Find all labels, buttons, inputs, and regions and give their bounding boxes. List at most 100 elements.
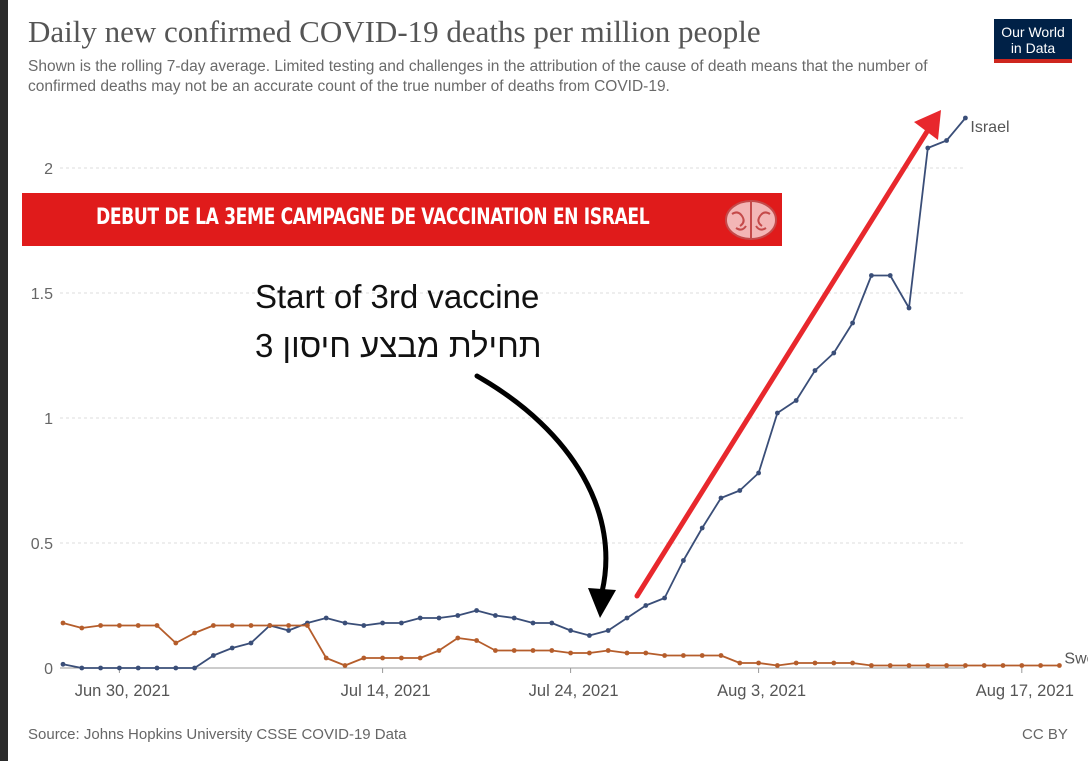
annotation-hebrew: תחילת מבצע חיסון 3 — [255, 327, 542, 364]
data-point-sweden — [1038, 663, 1043, 668]
data-point-sweden — [474, 638, 479, 643]
data-point-sweden — [399, 655, 404, 661]
data-point-sweden — [662, 653, 667, 658]
data-point-sweden — [963, 663, 968, 668]
data-point-sweden — [248, 623, 254, 628]
data-point-israel — [248, 640, 254, 646]
data-point-sweden — [493, 648, 498, 653]
series-label-israel: Israel — [970, 119, 1009, 136]
data-point-sweden — [944, 663, 949, 668]
data-point-sweden — [737, 660, 743, 666]
data-point-sweden — [135, 623, 141, 628]
data-point-sweden — [605, 648, 611, 653]
data-point-israel — [511, 615, 517, 621]
data-point-israel — [79, 665, 85, 671]
x-tick-label: Jul 24, 2021 — [529, 682, 619, 700]
x-tick-label: Aug 3, 2021 — [717, 682, 806, 700]
chart-title: Daily new confirmed COVID-19 deaths per … — [28, 14, 761, 49]
data-point-israel — [643, 603, 649, 608]
series-label-sweden: Sweden — [1064, 651, 1088, 668]
data-point-sweden — [981, 663, 987, 668]
chart-subtitle: Shown is the rolling 7-day average. Limi… — [28, 58, 928, 95]
annotation-arrowhead — [588, 588, 616, 618]
data-point-israel — [361, 623, 367, 628]
data-point-sweden — [775, 663, 780, 668]
data-point-sweden — [60, 620, 66, 626]
data-point-sweden — [173, 640, 179, 646]
data-point-israel — [887, 273, 893, 278]
data-point-israel — [342, 620, 348, 626]
data-point-israel — [60, 661, 66, 667]
data-point-israel — [173, 665, 179, 671]
data-point-sweden — [718, 653, 724, 658]
data-point-israel — [474, 608, 479, 613]
x-tick-label: Aug 17, 2021 — [976, 682, 1074, 700]
data-point-israel — [98, 665, 103, 671]
data-point-israel — [812, 368, 818, 373]
data-point-sweden — [587, 650, 592, 656]
data-point-israel — [681, 558, 686, 563]
data-point-israel — [963, 115, 968, 121]
data-point-israel — [192, 665, 198, 671]
data-point-sweden — [850, 660, 855, 666]
data-point-sweden — [361, 655, 367, 661]
data-point-sweden — [436, 648, 442, 653]
data-point-israel — [380, 620, 385, 626]
data-point-sweden — [530, 648, 536, 653]
data-point-israel — [135, 665, 141, 671]
brain-icon — [725, 200, 777, 240]
data-point-israel — [587, 633, 592, 638]
y-tick-label: 1 — [44, 411, 53, 428]
data-point-sweden — [1057, 663, 1062, 668]
license-link[interactable]: CC BY — [1022, 726, 1068, 743]
x-tick-label: Jul 14, 2021 — [341, 682, 431, 700]
data-point-israel — [906, 305, 912, 311]
x-tick-label: Jun 30, 2021 — [75, 682, 170, 700]
data-point-israel — [737, 488, 743, 493]
y-tick-label: 0.5 — [31, 536, 53, 553]
data-point-sweden — [568, 650, 573, 656]
data-point-sweden — [831, 660, 837, 666]
series-line-sweden — [62, 622, 1060, 667]
annotation-arrow — [474, 373, 609, 595]
data-point-sweden — [549, 648, 555, 653]
logo-line-1: Our World — [1001, 24, 1065, 40]
data-point-sweden — [699, 653, 705, 658]
data-point-israel — [831, 350, 837, 356]
data-point-israel — [286, 628, 291, 633]
data-point-israel — [568, 628, 573, 633]
our-world-in-data-logo[interactable]: Our World in Data — [994, 19, 1072, 63]
data-point-israel — [718, 495, 724, 501]
data-point-israel — [417, 615, 423, 621]
annotation-english: Start of 3rd vaccine — [255, 278, 540, 315]
data-point-sweden — [117, 623, 122, 628]
data-point-israel — [756, 470, 761, 476]
data-point-sweden — [681, 653, 686, 658]
data-point-sweden — [267, 623, 273, 628]
data-point-israel — [399, 620, 404, 626]
data-point-sweden — [906, 663, 912, 668]
trend-arrowhead — [914, 110, 941, 140]
y-tick-label: 0 — [44, 661, 53, 678]
data-point-sweden — [98, 623, 103, 628]
data-point-sweden — [643, 650, 649, 656]
y-tick-label: 2 — [44, 161, 53, 178]
data-point-sweden — [511, 648, 517, 653]
data-point-israel — [869, 273, 874, 278]
trend-arrow — [634, 127, 931, 599]
data-point-sweden — [455, 635, 461, 641]
data-point-israel — [699, 525, 705, 531]
data-point-israel — [229, 645, 235, 651]
data-point-israel — [530, 620, 536, 626]
data-point-israel — [154, 665, 160, 671]
left-edge-strip — [0, 0, 8, 761]
data-point-sweden — [812, 660, 818, 666]
data-point-sweden — [887, 663, 893, 668]
data-point-sweden — [192, 630, 198, 636]
y-tick-label: 1.5 — [31, 286, 53, 303]
data-point-israel — [211, 653, 216, 658]
data-point-sweden — [211, 623, 216, 628]
data-point-israel — [117, 665, 122, 671]
data-point-israel — [455, 613, 461, 618]
